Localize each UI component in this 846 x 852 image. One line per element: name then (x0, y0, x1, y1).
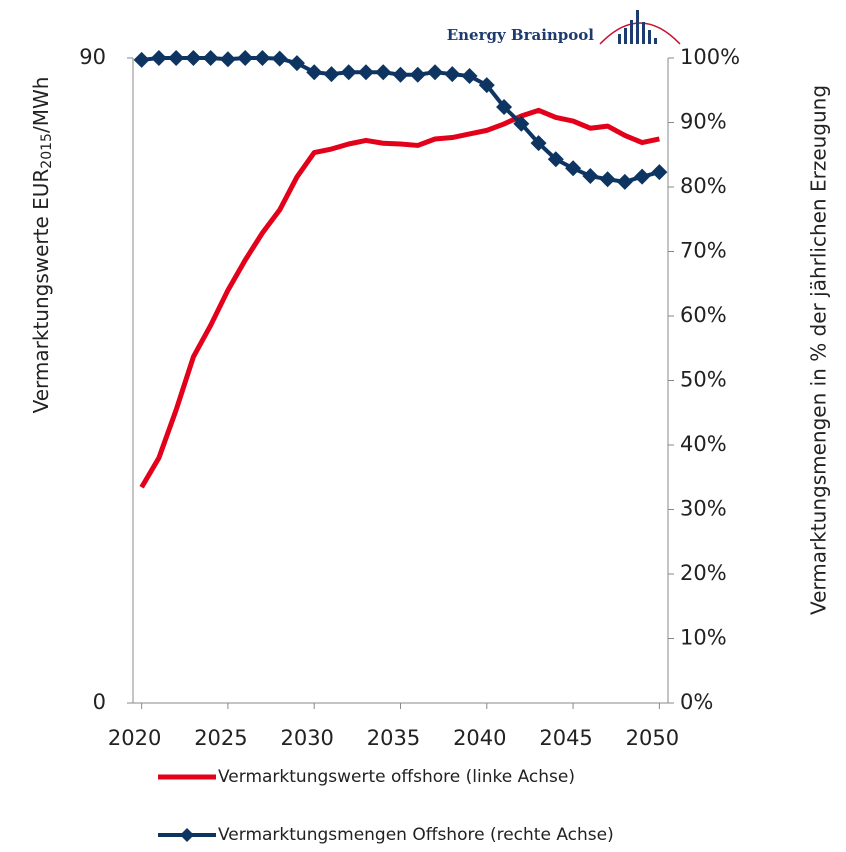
y-tick-label: 0 (93, 690, 106, 714)
marker (237, 50, 254, 66)
marker (599, 171, 616, 188)
marker (616, 173, 633, 190)
marker (150, 50, 167, 66)
marker (461, 68, 478, 85)
y2-tick-label: 70% (680, 239, 727, 263)
y2-tick-label: 10% (680, 626, 727, 650)
x-tick-label: 2050 (626, 726, 679, 750)
marker (565, 160, 582, 177)
legend-label: Vermarktungswerte offshore (linke Achse) (218, 767, 575, 787)
legend-label: Vermarktungsmengen Offshore (rechte Achs… (218, 825, 614, 845)
marker (133, 51, 150, 68)
y2-tick-label: 0% (680, 690, 713, 714)
x-tick-label: 2025 (194, 726, 247, 750)
marker (634, 168, 651, 185)
logo-text: Energy Brainpool (447, 26, 595, 44)
x-tick-label: 2035 (367, 726, 420, 750)
marker (496, 99, 513, 116)
marker (340, 64, 357, 81)
y2-tick-label: 50% (680, 368, 727, 392)
marker (254, 50, 271, 66)
marker (530, 135, 547, 152)
marker (219, 51, 236, 68)
x-tick-label: 2040 (453, 726, 506, 750)
marker (202, 50, 219, 66)
logo-icon (599, 10, 681, 45)
y-axis-label: Vermarktungswerte EUR2015/MWh (29, 77, 56, 414)
marker (168, 50, 185, 66)
y2-tick-label: 90% (680, 110, 727, 134)
marker (547, 151, 564, 168)
marker (288, 55, 305, 72)
y2-tick-label: 20% (680, 561, 727, 585)
marker (513, 115, 530, 132)
y2-tick-label: 40% (680, 432, 727, 456)
marker (271, 50, 288, 67)
y2-tick-label: 80% (680, 174, 727, 198)
y2-tick-label: 100% (680, 45, 740, 69)
x-tick-label: 2030 (280, 726, 333, 750)
marker (582, 168, 599, 185)
y2-axis-label: Vermarktungsmengen in % der jährlichen E… (807, 85, 831, 615)
marker (357, 64, 374, 81)
y-tick-label: 90 (79, 45, 106, 69)
x-tick-label: 2045 (539, 726, 592, 750)
y2-tick-label: 30% (680, 497, 727, 521)
marker (375, 64, 392, 81)
x-tick-label: 2020 (108, 726, 161, 750)
marker (478, 77, 495, 94)
marker (651, 164, 668, 181)
marker (306, 64, 323, 81)
marker (392, 66, 409, 83)
marker (185, 50, 202, 66)
series-line (139, 107, 660, 489)
marker (323, 66, 340, 83)
marker (409, 66, 426, 83)
marker (444, 66, 461, 83)
marker (427, 64, 444, 81)
legend-marker (180, 828, 194, 842)
y2-tick-label: 60% (680, 303, 727, 327)
